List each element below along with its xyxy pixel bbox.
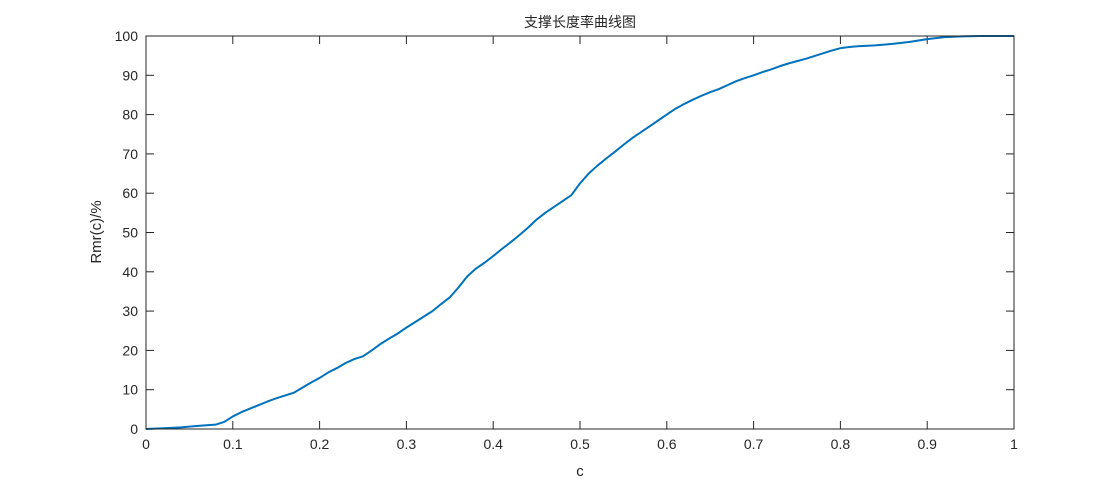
- x-tick-label: 0: [142, 436, 150, 452]
- x-tick-label: 0.9: [917, 436, 937, 452]
- y-tick-label: 100: [115, 28, 139, 44]
- y-tick-label: 10: [122, 382, 138, 398]
- chart-title: 支撑长度率曲线图: [524, 14, 636, 31]
- x-tick-label: 1: [1010, 436, 1018, 452]
- x-tick-label: 0.6: [657, 436, 677, 452]
- y-tick-label: 60: [122, 185, 138, 201]
- y-tick-label: 90: [122, 67, 138, 83]
- x-tick-label: 0.5: [570, 436, 590, 452]
- plot-frame: [145, 35, 1015, 430]
- x-tick-label: 0.1: [223, 436, 243, 452]
- y-tick-label: 80: [122, 107, 138, 123]
- x-tick-label: 0.3: [397, 436, 417, 452]
- series-line: [145, 35, 1014, 430]
- plot-area: [146, 36, 1014, 429]
- y-tick-label: 20: [122, 342, 138, 358]
- series-group: [145, 35, 1014, 430]
- y-tick-label: 70: [122, 146, 138, 162]
- x-tick-label: 0.4: [483, 436, 503, 452]
- y-tick-label: 30: [122, 303, 138, 319]
- y-tick-label: 40: [122, 264, 138, 280]
- y-tick-label: 0: [130, 421, 138, 437]
- y-axis-label: Rmr(c)/%: [88, 200, 105, 263]
- x-tick-label: 0.7: [744, 436, 764, 452]
- x-tick-label: 0.2: [310, 436, 330, 452]
- y-tick-label: 50: [122, 225, 138, 241]
- x-axis-label: c: [576, 463, 584, 480]
- x-axis-ticks: 0 0.1 0.2 0.3 0.4 0.5 0.6 0.7 0.8 0.9 1: [142, 36, 1018, 452]
- x-tick-label: 0.8: [831, 436, 851, 452]
